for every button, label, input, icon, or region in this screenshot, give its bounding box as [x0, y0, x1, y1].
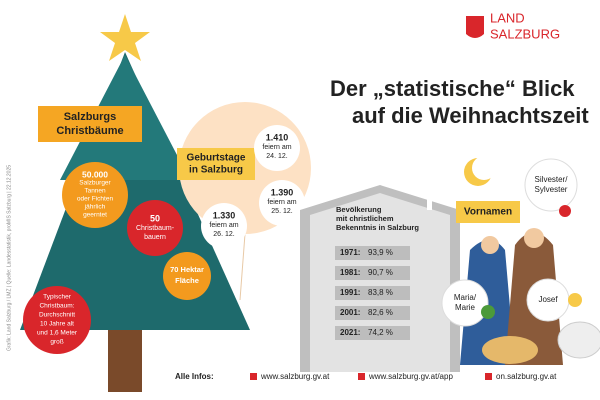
fact: Salzburger: [79, 180, 111, 187]
name: Maria/: [454, 293, 477, 302]
credit: Grafik: Land Salzburg / LMZ | Quelle: La…: [6, 165, 12, 351]
bubble-text: 1.330: [213, 210, 236, 220]
link[interactable]: on.salzburg.gv.at: [496, 372, 557, 381]
balloon-string: [239, 233, 246, 301]
row-value: 82,6 %: [368, 308, 393, 317]
fact: Christbaum:: [39, 303, 74, 310]
logo-text: LAND: [490, 10, 525, 25]
name: Silvester/: [535, 175, 569, 184]
fact: oder Fichten: [77, 196, 114, 203]
tree-title: Salzburgs: [64, 111, 117, 123]
birthday-title: Geburtstage: [187, 153, 246, 164]
link-bullet: [485, 373, 492, 380]
fact: geerntet: [83, 212, 107, 219]
title: Der „statistische“ Blick: [330, 76, 575, 101]
fact-circle: [127, 200, 183, 256]
row-year: 1971:: [340, 248, 360, 257]
tree-trunk: [108, 330, 142, 392]
bubble-text: 24. 12.: [266, 153, 287, 160]
population-title: mit christlichem: [336, 214, 394, 223]
down-arrow: [559, 205, 571, 217]
fact: Typischer: [43, 294, 72, 301]
bubble-text: feiern am: [262, 144, 291, 151]
fact: 50.000: [82, 169, 108, 179]
link-bullet: [250, 373, 257, 380]
up-arrow: [481, 305, 495, 319]
fact: und 1,6 Meter: [37, 330, 78, 337]
bubble: [259, 180, 305, 226]
fact: 50: [150, 213, 160, 223]
bubble: [254, 125, 300, 171]
bubble-text: 25. 12.: [271, 208, 292, 215]
row-bar: [335, 286, 410, 300]
fact-circle: [62, 162, 128, 228]
row-year: 1981:: [340, 268, 360, 277]
birthday-title: in Salzburg: [189, 165, 243, 176]
row-bar: [335, 326, 410, 340]
fact: Fläche: [175, 276, 199, 285]
name: Josef: [538, 295, 558, 304]
row-year: 1991:: [340, 288, 360, 297]
row-value: 74,2 %: [368, 328, 393, 337]
row-bar: [335, 306, 410, 320]
fact: bauern: [144, 234, 166, 241]
bubble-text: feiern am: [267, 199, 296, 206]
bubble-text: 26. 12.: [213, 231, 234, 238]
bubble: [201, 203, 247, 249]
fact: jährlich: [84, 204, 106, 211]
logo-shield: [466, 16, 484, 38]
title: auf die Weihnachtszeit: [352, 103, 589, 128]
link[interactable]: www.salzburg.gv.at/app: [368, 372, 453, 381]
name-circle: [441, 279, 489, 327]
tree-banner: [38, 106, 142, 142]
population-title: Bekenntnis in Salzburg: [336, 223, 419, 232]
fact: Christbaum-: [136, 225, 175, 232]
cross: [427, 180, 432, 210]
bubble-text: 1.410: [266, 132, 289, 142]
row-bar: [335, 246, 410, 260]
footer-label: Alle Infos:: [175, 372, 214, 381]
row-value: 83,8 %: [368, 288, 393, 297]
tree-title: Christbäume: [56, 125, 123, 137]
mary-face: [481, 236, 499, 254]
bubble-text: 1.390: [271, 187, 294, 197]
manger: [482, 336, 538, 364]
name: Marie: [455, 303, 476, 312]
fact: Durchschnitt: [39, 312, 75, 319]
bubble-text: feiern am: [209, 222, 238, 229]
joseph-face: [524, 228, 544, 248]
name-circle: [524, 158, 578, 212]
row-year: 2021:: [340, 328, 360, 337]
sheep: [557, 321, 600, 359]
row-value: 90,7 %: [368, 268, 393, 277]
link[interactable]: www.salzburg.gv.at: [260, 372, 330, 381]
right-arrow: [568, 293, 582, 307]
names-label: [456, 201, 520, 223]
fact: 70 Hektar: [170, 265, 204, 274]
logo-text: SALZBURG: [490, 26, 560, 41]
link-bullet: [358, 373, 365, 380]
fact-circle: [23, 286, 91, 354]
row-bar: [335, 266, 410, 280]
row-value: 93,9 %: [368, 248, 393, 257]
names-title: Vornamen: [464, 207, 512, 218]
cross: [420, 188, 439, 193]
birthday-label: [177, 148, 255, 180]
fact-circle: [163, 252, 211, 300]
fact: groß: [50, 339, 63, 346]
moon-cut: [472, 156, 496, 180]
population-title: Bevölkerung: [336, 205, 382, 214]
fact: Tannen: [84, 188, 106, 195]
name: Sylvester: [535, 185, 568, 194]
fact: 10 Jahre alt: [40, 321, 74, 328]
star: [100, 14, 150, 61]
row-year: 2001:: [340, 308, 360, 317]
